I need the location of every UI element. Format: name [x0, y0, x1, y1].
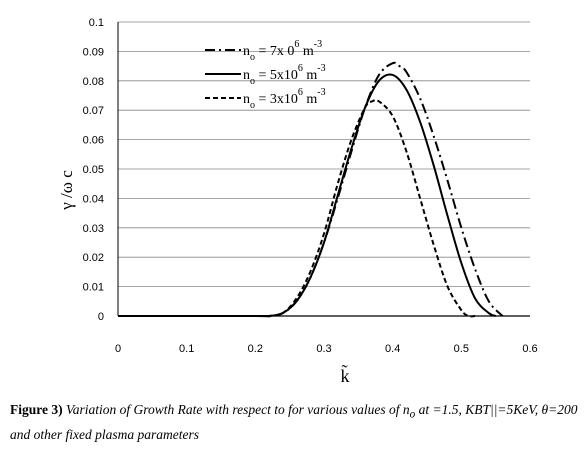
y-tick-label: 0.03: [83, 223, 104, 235]
legend: no = 7x 06 m-3no = 5x106 m-3no = 3x106 m…: [205, 39, 326, 111]
caption-subscript: o: [409, 408, 416, 421]
x-tick-label: 0.4: [385, 343, 400, 355]
y-axis-label: γ /ω c: [57, 170, 76, 211]
grid-lines: [118, 21, 530, 288]
y-tick-label: 0.06: [83, 135, 104, 147]
y-tick-label: 0: [98, 311, 104, 323]
caption-text-part2: at =1.5, KBT||=5KeV, θ=200 and other fix…: [10, 402, 578, 442]
series-lines: [117, 61, 504, 318]
y-tick-label: 0.1: [89, 17, 104, 29]
y-tick-label: 0.04: [83, 193, 104, 205]
legend-entry: no = 3x106 m-3: [243, 87, 326, 111]
figure-caption: Figure 3) Variation of Growth Rate with …: [10, 400, 580, 444]
x-axis-label: k̃: [341, 364, 350, 386]
caption-text: Variation of Growth Rate with respect to…: [10, 402, 578, 442]
x-tick-label: 0.5: [454, 343, 469, 355]
y-tick-label: 0.08: [83, 76, 104, 88]
y-tick-label: 0.05: [83, 164, 104, 176]
line-chart: 0 0.01 0.02 0.03 0.04 0.05 0.06 0.07 0.08 0.09 0.1…: [57, 17, 538, 386]
x-tick-label: 0.3: [316, 343, 331, 355]
x-tick-label: 0.6: [522, 343, 537, 355]
y-tick-label: 0.09: [83, 46, 104, 58]
y-tick-label: 0.02: [83, 252, 104, 264]
x-tick-label: 0.2: [248, 343, 263, 355]
y-tick-label: 0.01: [83, 282, 104, 294]
series-line: [117, 73, 497, 318]
caption-label: Figure 3): [10, 402, 63, 417]
legend-entry: no = 7x 06 m-3: [243, 39, 322, 63]
x-tick-label: 0.1: [179, 343, 194, 355]
y-tick-labels: 0 0.01 0.02 0.03 0.04 0.05 0.06 0.07 0.08 0.09 0.1: [83, 17, 104, 323]
series-line: [117, 99, 476, 318]
x-tick-labels: 0 0.1 0.2 0.3 0.4 0.5 0.6: [115, 343, 538, 355]
caption-text-part1: Variation of Growth Rate with respect to…: [62, 402, 410, 417]
y-tick-label: 0.07: [83, 105, 104, 117]
x-tick-label: 0: [115, 343, 121, 355]
legend-entry: no = 5x106 m-3: [243, 63, 326, 87]
